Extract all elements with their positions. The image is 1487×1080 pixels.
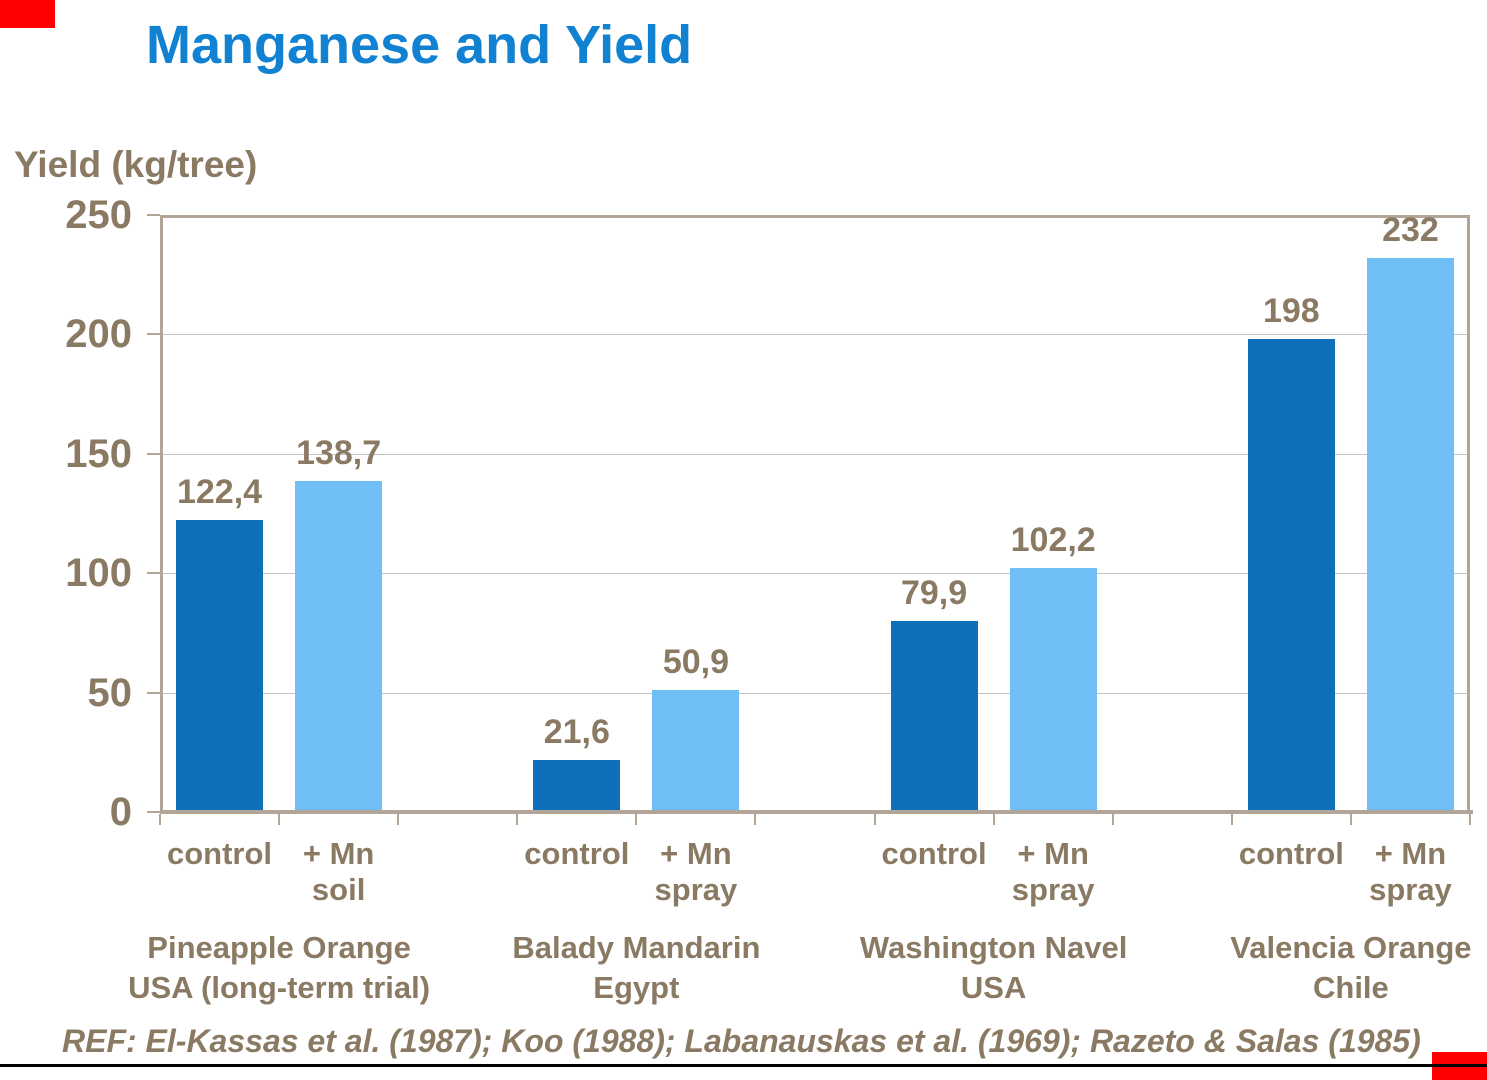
x-axis-tick [873,814,876,825]
x-category-label-line: control [524,836,630,871]
gridline-50 [163,692,1467,694]
corner-mark-top-left [0,0,55,28]
bar-value-label: 21,6 [543,713,610,752]
y-axis-title: Yield (kg/tree) [14,144,258,185]
x-category-label: + Mn soil [229,836,449,908]
y-axis-tick-label: 150 [65,431,132,476]
bar-control-group3 [890,621,978,812]
x-category-label-line: + Mn [1374,836,1447,871]
group-label-line: Balady Mandarin [512,930,761,965]
group-label-line: Valencia Orange [1230,930,1472,965]
x-category-label: control [467,836,687,872]
bar-value-label: 50,9 [662,643,729,682]
bar-value-label: 138,7 [296,433,382,472]
y-axis-tick [147,572,160,575]
bar-value-label: 198 [1262,292,1320,331]
group-label-line: USA (long-term trial) [128,970,431,1005]
x-axis-tick [1349,814,1352,825]
group-label: Washington Navel USA [734,928,1254,1008]
x-category-label-line: spray [1369,872,1452,907]
y-axis-tick [147,214,160,216]
x-category-label-line: + Mn [1017,836,1089,871]
group-label: Valencia Orange Chile [1091,928,1487,1008]
y-axis-tick [147,333,160,336]
y-axis-tick-label: 100 [65,551,132,596]
x-category-label: + Mn spray [586,836,806,908]
x-category-label: control [1181,836,1401,872]
y-axis-tick [147,811,160,813]
x-axis-tick [397,814,400,825]
footer-divider-line [0,1064,1487,1067]
x-category-label: control [110,836,330,872]
x-category-label-line: + Mn [660,836,732,871]
x-axis-tick [516,814,519,825]
x-axis-line [160,810,1473,814]
x-category-label: control [824,836,1044,872]
y-axis-tick [147,691,160,694]
x-category-label-line: + Mn [302,836,375,871]
x-axis-tick [635,814,638,825]
x-category-label: + Mn spray [1300,836,1487,908]
y-axis-tick-label: 50 [87,670,133,715]
bar-control-group1 [176,519,264,812]
group-label-line: Chile [1313,970,1389,1005]
bar-value-label: 232 [1382,210,1439,249]
y-axis-tick [147,452,160,455]
x-axis-tick [278,814,281,825]
x-category-label-line: soil [311,872,366,907]
x-category-label-line: control [1238,836,1344,871]
x-category-label-line: control [167,836,273,871]
gridline-150 [163,453,1467,455]
group-label-line: Washington Navel [859,930,1128,965]
bar-mn-group4 [1366,257,1454,812]
bar-control-group2 [533,760,621,812]
y-axis-tick-label: 200 [65,312,132,357]
reference-citation: REF: El-Kassas et al. (1987); Koo (1988)… [62,1023,1421,1059]
group-label-line: USA [960,970,1027,1005]
bar-value-label: 102,2 [1010,520,1096,559]
group-label-line: Pineapple Orange [147,930,411,965]
x-axis-tick [992,814,995,825]
bar-value-label: 79,9 [900,574,968,613]
bar-control-group4 [1247,339,1335,812]
bar-mn-group2 [652,690,740,812]
x-category-label-line: spray [654,872,738,907]
bar-mn-group1 [295,480,383,812]
x-axis-tick [1469,814,1471,825]
x-axis-tick [1230,814,1233,825]
chart-title: Manganese and Yield [146,15,693,75]
x-category-label-line: spray [1011,872,1095,907]
y-axis-tick-label: 0 [109,790,132,834]
y-axis-tick-label: 250 [65,193,132,237]
group-label-line: Egypt [593,970,680,1005]
x-axis-tick [159,814,161,825]
x-category-label-line: control [881,836,987,871]
x-axis-tick [754,814,757,825]
group-label: Balady Mandarin Egypt [376,928,896,1008]
gridline-200 [163,334,1467,336]
bar-mn-group3 [1009,567,1097,812]
gridline-100 [163,573,1467,575]
group-label: Pineapple Orange USA (long-term trial) [19,928,539,1008]
bar-value-label: 122,4 [176,472,263,511]
x-category-label: + Mn spray [943,836,1163,908]
x-axis-tick [1111,814,1114,825]
